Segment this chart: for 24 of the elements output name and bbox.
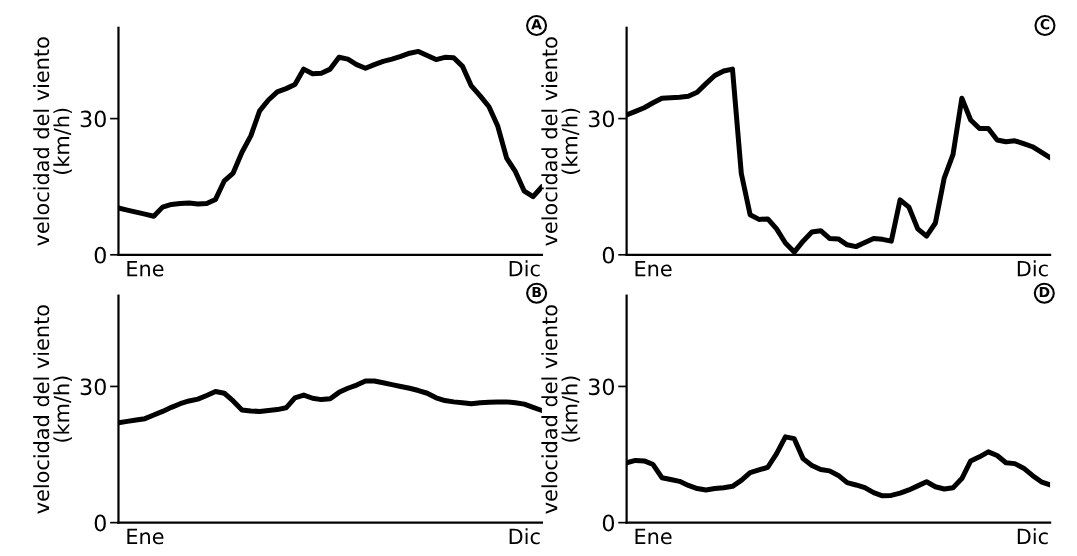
y-tick-label: 30 (80, 110, 106, 128)
y-axis-title: velocidad del viento (km/h) (541, 37, 581, 246)
y-tick-label: 30 (588, 110, 615, 128)
y-axis-title: velocidad del viento (km/h) (33, 37, 72, 246)
y-axis-title: velocidad del viento (km/h) (33, 305, 72, 514)
y-tick-label: 30 (588, 378, 615, 396)
x-tick-label: Dic (509, 260, 540, 277)
y-tick-label: 0 (94, 514, 106, 532)
x-tick-label: Ene (635, 528, 672, 545)
x-tick-label: Dic (1017, 260, 1048, 277)
annotation: A (531, 19, 542, 30)
annotation: B (532, 287, 541, 298)
x-tick-label: Ene (127, 260, 164, 277)
y-tick-label: 0 (94, 246, 106, 264)
y-tick-label: 30 (80, 378, 106, 396)
annotation: D (1039, 287, 1050, 298)
y-axis-title: velocidad del viento (km/h) (541, 305, 581, 514)
x-tick-label: Ene (127, 528, 164, 545)
x-tick-label: Dic (509, 528, 540, 545)
y-tick-label: 0 (602, 246, 615, 264)
x-tick-label: Ene (635, 260, 672, 277)
annotation: C (1040, 18, 1050, 30)
y-tick-label: 0 (602, 514, 615, 532)
x-tick-label: Dic (1017, 528, 1048, 545)
